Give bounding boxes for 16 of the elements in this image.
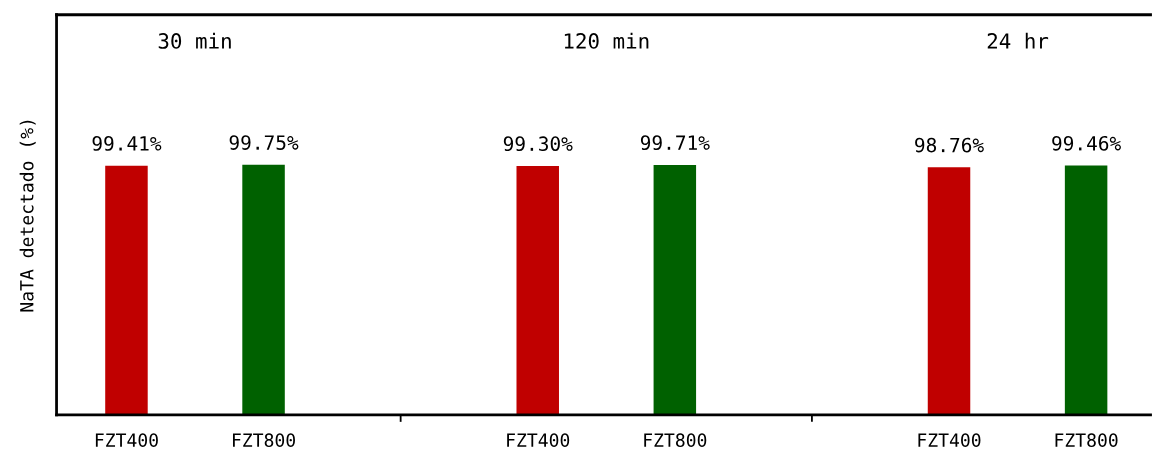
y-axis-title: NaTA detectado (%) xyxy=(19,120,36,312)
text: 30 min xyxy=(158,32,231,49)
x-tick-label: FZT400 xyxy=(918,433,981,448)
data-label: 99.75% xyxy=(229,135,299,150)
data-label: 99.41% xyxy=(92,136,162,151)
x-tick-label: FZT800 xyxy=(1055,433,1118,448)
x-tick-label: FZT800 xyxy=(233,433,295,448)
x-tick-label: FZT400 xyxy=(95,433,158,448)
x-tick-label: FZT800 xyxy=(644,433,707,448)
x-tick-label: FZT400 xyxy=(507,433,570,448)
data-label: 99.71% xyxy=(640,135,710,151)
data-label: 99.30% xyxy=(503,136,573,152)
data-label: 98.76% xyxy=(915,137,984,153)
text: 24 hr xyxy=(987,32,1049,49)
text: 120 min xyxy=(564,32,649,49)
data-label: 99.46% xyxy=(1052,135,1121,151)
